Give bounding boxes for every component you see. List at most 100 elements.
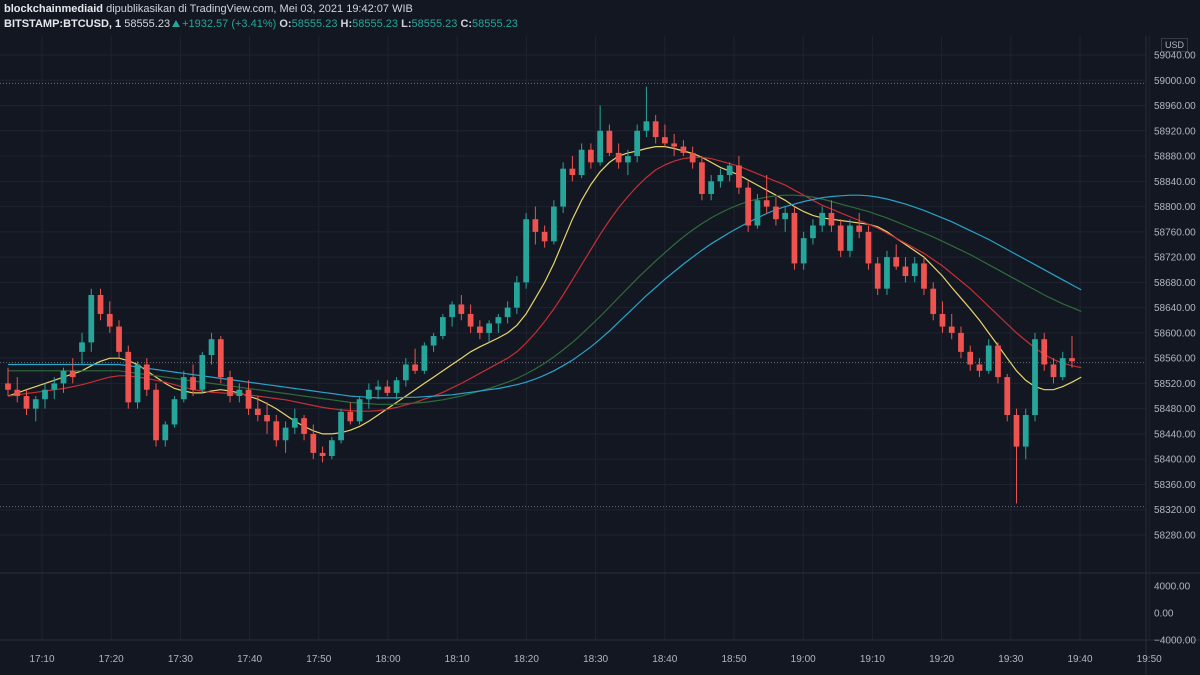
candle (680, 140, 687, 157)
candle-body (643, 121, 650, 131)
candle (365, 383, 372, 409)
candle (856, 212, 863, 239)
candle (143, 358, 150, 397)
moving-average-line (8, 194, 1082, 399)
close-value: 58555.23 (472, 18, 518, 30)
candle (282, 421, 289, 453)
grid-lines (0, 36, 1200, 675)
last-price: 58555.23 (124, 18, 171, 30)
candle (911, 257, 918, 283)
candle (745, 181, 752, 232)
candle (60, 367, 67, 393)
candle-body (717, 175, 724, 182)
candle-body (680, 146, 687, 153)
candle-body (578, 149, 585, 175)
candle-body (245, 389, 252, 409)
candle (421, 342, 428, 374)
candle-body (1059, 358, 1066, 378)
candle-body (874, 263, 881, 289)
currency-label[interactable]: USD (1160, 38, 1188, 52)
candle-body (810, 225, 816, 239)
time-tick-label: 17:40 (237, 654, 262, 665)
candle-body (828, 212, 835, 226)
author-name[interactable]: blockchainmediaid (4, 3, 104, 15)
candle-body (1013, 415, 1020, 447)
time-tick-label: 17:20 (99, 654, 124, 665)
candle-body (171, 399, 178, 425)
candle (97, 288, 104, 321)
price-tick-label: 58640.00 (1154, 303, 1196, 314)
time-tick-label: 17:50 (306, 654, 331, 665)
low-value: 58555.23 (411, 18, 458, 30)
time-tick-label: 19:40 (1067, 654, 1092, 665)
candle-body (32, 399, 39, 409)
candle (310, 424, 317, 460)
candle-body (606, 130, 613, 153)
candle (301, 415, 307, 441)
time-tick-label: 19:50 (1137, 654, 1162, 665)
candle (458, 295, 465, 321)
moving-averages (7, 146, 1082, 435)
candle-body (365, 389, 372, 400)
candle-body (153, 389, 159, 441)
candle (541, 225, 548, 248)
time-axis[interactable]: 17:10 17:20 17:30 17:40 17:50 18:00 18:10 18:20… (29, 654, 1162, 665)
candle-body (180, 377, 187, 400)
candle-body (985, 345, 992, 371)
candle (227, 370, 233, 403)
time-tick-label: 17:10 (29, 654, 54, 665)
candle-body (884, 257, 890, 289)
candle-body (773, 206, 779, 220)
candle (23, 389, 30, 415)
candle (652, 115, 659, 144)
price-tick-label: 58320.00 (1154, 505, 1196, 516)
candle-body (60, 370, 67, 384)
price-tick-label: 58440.00 (1154, 429, 1196, 440)
candle (625, 149, 631, 175)
candle-body (14, 389, 21, 397)
candle (634, 124, 641, 163)
candle (810, 219, 816, 245)
reference-lines (0, 82, 1146, 508)
moving-average-line (8, 194, 1082, 405)
candle-body (217, 339, 224, 378)
candle-body (439, 317, 446, 337)
candle (236, 383, 243, 403)
candle (162, 421, 169, 447)
candle-body (430, 336, 437, 346)
price-tick-label: 58400.00 (1154, 455, 1196, 466)
candle-body (42, 389, 48, 400)
candle (782, 206, 789, 232)
candle (1013, 408, 1020, 504)
candle-body (79, 342, 85, 352)
candle (514, 276, 520, 314)
candle (717, 168, 724, 188)
time-tick-label: 19:20 (929, 654, 954, 665)
candle (708, 175, 715, 201)
candle (643, 86, 650, 138)
candle-body (865, 231, 872, 264)
candle (874, 257, 881, 295)
candle-body (911, 263, 918, 277)
price-tick-label: 58600.00 (1154, 328, 1196, 339)
price-tick-label: 58520.00 (1154, 379, 1196, 390)
price-axis[interactable]: 59040.00 59000.00 58960.00 58920.00 58880.00… (1154, 51, 1196, 542)
volume-tick-label: −4000.00 (1154, 636, 1196, 647)
price-tick-label: 58720.00 (1154, 253, 1196, 264)
candle-body (1041, 339, 1048, 365)
candle-body (847, 225, 853, 251)
candles (5, 86, 1075, 504)
candle-body (338, 411, 344, 441)
candle-body (902, 266, 909, 277)
time-tick-label: 18:50 (721, 654, 746, 665)
candle (5, 367, 11, 397)
candle-body (236, 389, 243, 397)
candle (819, 206, 826, 232)
candle (134, 361, 141, 409)
candle-body (800, 238, 807, 264)
candle-body (763, 200, 770, 207)
symbol-label[interactable]: BITSTAMP:BTCUSD, 1 (4, 18, 122, 30)
candle (106, 301, 113, 333)
candle-body (671, 143, 678, 147)
